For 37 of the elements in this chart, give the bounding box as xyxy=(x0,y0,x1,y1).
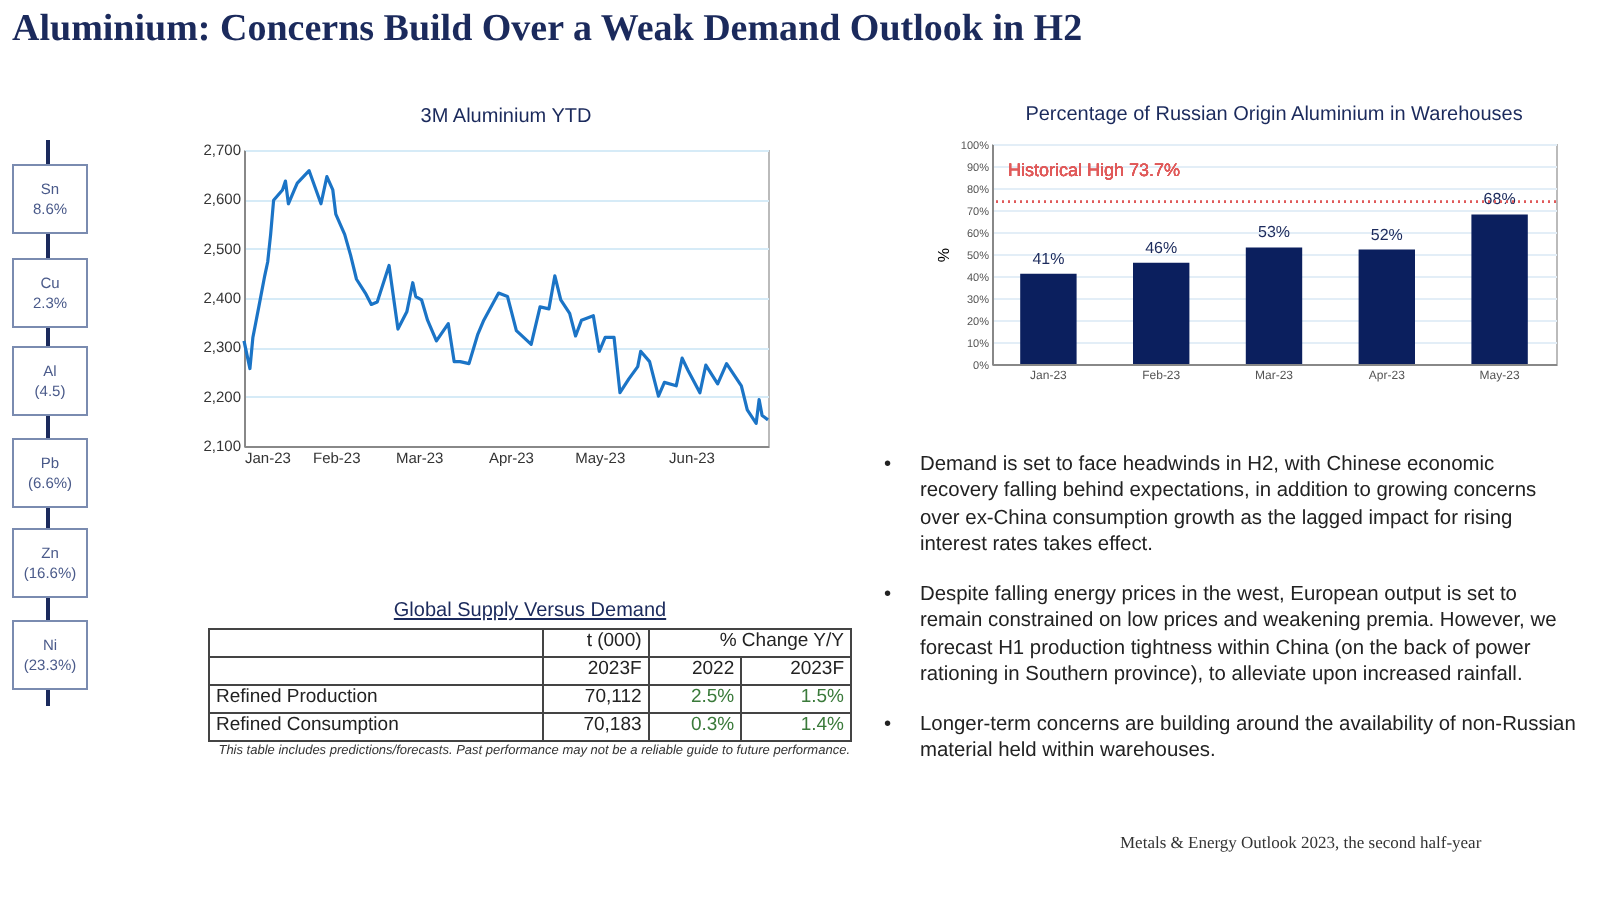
ref-line-label: Historical High 73.7% xyxy=(1008,159,1181,180)
bar xyxy=(1133,262,1190,364)
chart-title: Percentage of Russian Origin Aluminium in Warehouses xyxy=(1025,104,1523,126)
line-series xyxy=(242,169,770,425)
chart-title: 3M Aluminium YTD xyxy=(420,106,592,128)
text: % Change Y/Y xyxy=(648,629,851,657)
y-axis-title: % xyxy=(934,247,953,263)
text: Refined Consumption xyxy=(209,712,543,741)
text: 0.3% xyxy=(648,712,742,741)
data-label: 68% xyxy=(1483,190,1516,209)
text: Global Supply Versus Demand xyxy=(391,600,669,622)
text: • xyxy=(884,582,892,609)
text: • xyxy=(884,712,892,739)
text: Demand is set to face headwinds in H2, with Chinese economic recovery falling behind expectations, in addition to growing concerns over ex-China consumption growth as the lagged impact for rising interest rates takes effect. xyxy=(920,454,1537,556)
data-label: 41% xyxy=(1032,249,1065,268)
text: 1.5% xyxy=(741,684,851,713)
data-label: 52% xyxy=(1370,225,1403,244)
text: 2022 xyxy=(648,656,742,685)
text: • xyxy=(884,452,892,479)
text: Refined Production xyxy=(209,684,543,713)
bar xyxy=(1471,214,1528,364)
text: 2023F xyxy=(741,656,851,685)
text: 2023F xyxy=(543,656,649,685)
text: 2.5% xyxy=(648,684,742,713)
text: Longer-term concerns are building around the availability of non-Russian material held within warehouses. xyxy=(920,714,1576,763)
text: Despite falling energy prices in the west, European output is set to remain constrained on low prices and weakening premia. However, we forecast H1 production tightness within China (on the back of power rationing in Southern province), to alleviate upon increased rainfall. xyxy=(920,584,1557,686)
data-label: 53% xyxy=(1257,223,1291,242)
text: Metals & Energy Outlook 2023, the second half-year xyxy=(1120,832,1482,852)
bar xyxy=(1358,249,1415,364)
text: 70,112 xyxy=(543,684,649,713)
data-label: 46% xyxy=(1145,238,1178,257)
bar xyxy=(1245,247,1303,364)
text: t (000) xyxy=(543,629,649,657)
text: 70,183 xyxy=(543,712,649,741)
text: Aluminium: Concerns Build Over a Weak Demand Outlook in H2 xyxy=(12,8,1083,52)
bar xyxy=(1020,273,1077,364)
text: 1.4% xyxy=(741,712,851,741)
